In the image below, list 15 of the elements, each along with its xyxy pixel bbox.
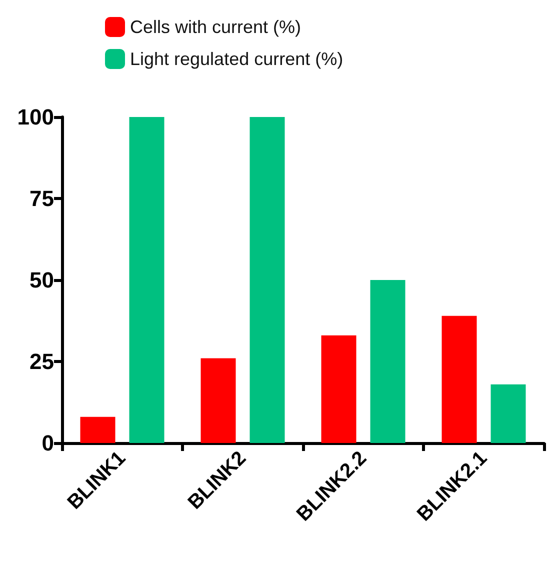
bar [442,316,477,443]
bar [490,384,526,443]
bar [200,358,236,443]
legend-label: Light regulated current (%) [130,49,344,69]
y-tick-label: 0 [42,430,54,456]
bar [321,335,356,443]
bar [250,117,285,443]
y-tick-label: 50 [30,268,54,292]
y-tick-label: 100 [17,104,54,130]
legend-label: Cells with current (%) [130,17,302,37]
y-tick-label: 75 [30,186,54,211]
bar [370,280,406,443]
y-tick-label: 25 [30,349,54,374]
bar [129,117,164,443]
bar [80,416,116,443]
